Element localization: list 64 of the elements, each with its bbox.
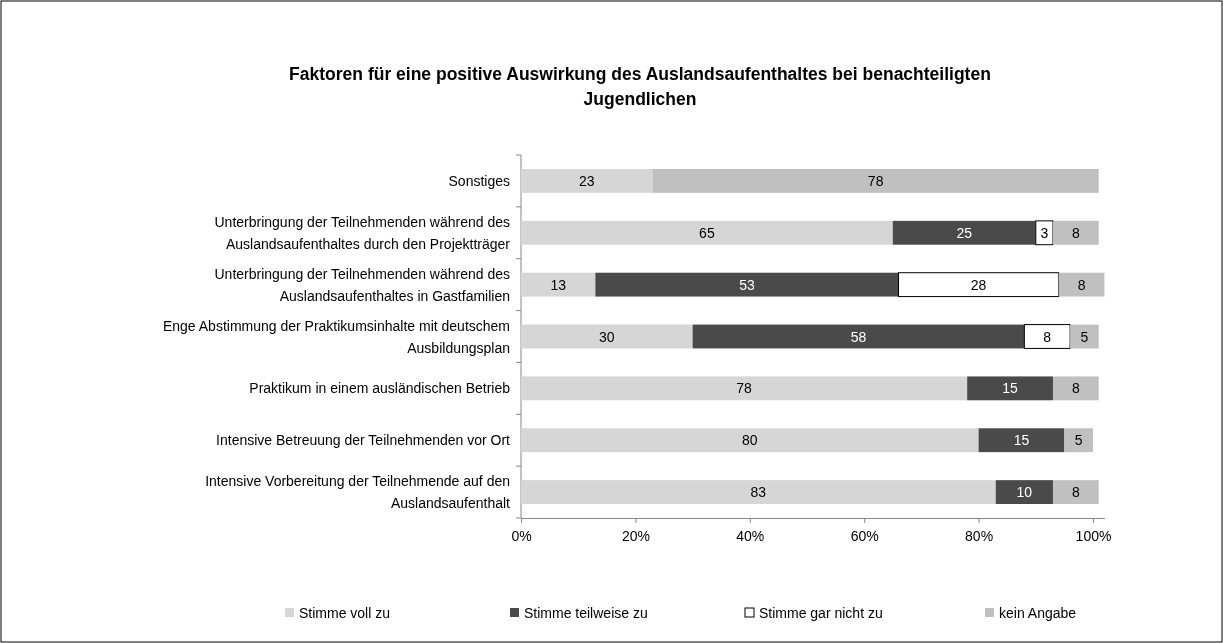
- bar: [898, 272, 1060, 298]
- bar: [1052, 220, 1099, 245]
- y-tick-label: Sonstiges: [448, 172, 510, 189]
- data-label: 5: [1080, 328, 1089, 345]
- legend-label: kein Angabe: [999, 605, 1077, 621]
- x-tick-label: 0%: [511, 528, 532, 545]
- bar: [521, 272, 596, 297]
- x-tick-label: 80%: [965, 528, 994, 545]
- data-label: 28: [970, 276, 987, 293]
- bar: [995, 480, 1053, 504]
- bar: [595, 272, 899, 297]
- x-tick-label: 40%: [736, 528, 765, 545]
- bar: [892, 220, 1036, 245]
- data-label: 3: [1040, 224, 1049, 241]
- bar: [521, 480, 996, 504]
- data-label: 13: [550, 276, 567, 293]
- bar: [1064, 428, 1093, 453]
- data-label: 65: [699, 224, 715, 241]
- y-tick-label: Unterbringung der Teilnehmenden während des Auslandsaufenthaltes durch den Projektträger: [214, 213, 511, 252]
- x-tick-label: 20%: [621, 528, 650, 545]
- data-label: 53: [739, 276, 755, 293]
- legend-label: Stimme voll zu: [299, 605, 391, 621]
- y-tick-label: Enge Abstimmung der Praktikumsinhalte mit deutschem Ausbildungsplan: [162, 317, 510, 356]
- data-label: 8: [1071, 484, 1080, 501]
- data-label: 5: [1074, 432, 1083, 449]
- legend-label: Stimme gar nicht zu: [759, 605, 883, 621]
- bar: [1035, 220, 1054, 246]
- bar: [1070, 324, 1099, 349]
- bar: [652, 169, 1099, 193]
- data-label: 25: [956, 224, 973, 241]
- bar: [967, 376, 1053, 401]
- y-tick-label: Unterbringung der Teilnehmenden während des Auslandsaufenthaltes in Gastfamilien: [214, 265, 510, 304]
- bar: [521, 169, 653, 193]
- data-label: 8: [1077, 276, 1086, 293]
- data-label: 15: [1002, 380, 1019, 397]
- data-label: 10: [1016, 484, 1033, 501]
- x-tick-label: 100%: [1075, 528, 1112, 545]
- data-label: 8: [1071, 224, 1080, 241]
- data-label: 30: [599, 328, 615, 345]
- x-tick-label: 60%: [850, 528, 879, 545]
- y-tick-label: Praktikum in einem ausländischen Betrieb: [249, 380, 511, 397]
- data-label: 8: [1071, 380, 1080, 397]
- y-tick-label: Intensive Vorbereitung der Teilnehmende auf den Auslandsaufenthalt: [205, 473, 511, 512]
- data-label: 83: [750, 484, 767, 501]
- bar: [521, 220, 893, 245]
- bar: [978, 428, 1065, 453]
- data-label: 15: [1013, 432, 1030, 449]
- chart-title: Faktoren für eine positive Auswirkung des Auslandsaufenthaltes bei benachteiligten Jugendlichen: [289, 64, 991, 109]
- data-label: 23: [578, 172, 595, 189]
- data-label: 78: [736, 380, 753, 397]
- bar: [1023, 324, 1071, 349]
- y-tick-label: Intensive Betreuung der Teilnehmenden vor Ort: [216, 432, 511, 449]
- legend-label: Stimme teilweise zu: [524, 605, 648, 621]
- data-label: 58: [850, 328, 867, 345]
- bar: [521, 324, 693, 349]
- bar: [1058, 272, 1105, 297]
- bar: [1052, 376, 1099, 401]
- bar: [1052, 480, 1099, 504]
- data-label: 80: [742, 432, 758, 449]
- bar: [521, 428, 979, 453]
- bar: [521, 376, 968, 401]
- bar: [692, 324, 1025, 349]
- data-label: 8: [1043, 328, 1052, 345]
- data-label: 78: [867, 172, 884, 189]
